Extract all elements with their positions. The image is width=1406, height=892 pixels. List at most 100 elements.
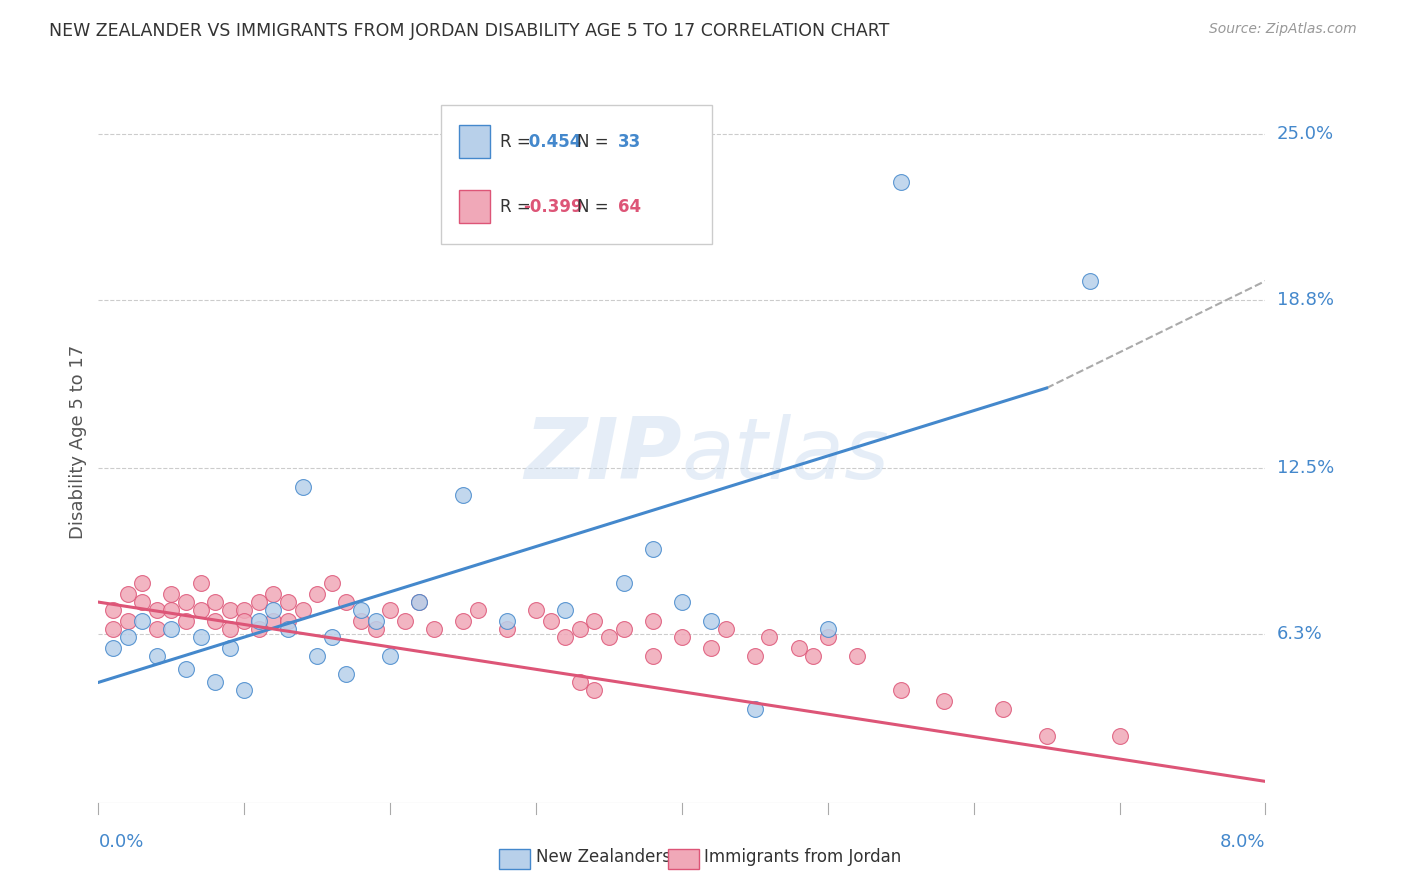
Point xyxy=(174,595,197,609)
Point xyxy=(641,541,664,556)
Point xyxy=(350,614,373,628)
Point xyxy=(291,480,314,494)
Point xyxy=(641,614,664,628)
Text: 25.0%: 25.0% xyxy=(1277,125,1334,143)
Point xyxy=(262,603,284,617)
Point xyxy=(131,595,153,609)
Point xyxy=(568,622,591,636)
Point xyxy=(350,603,373,617)
Point xyxy=(568,675,591,690)
Point xyxy=(146,622,169,636)
Point xyxy=(174,662,197,676)
Text: ZIP: ZIP xyxy=(524,415,682,498)
Point xyxy=(190,630,212,644)
Point xyxy=(934,694,956,708)
Text: 18.8%: 18.8% xyxy=(1277,291,1333,309)
Point xyxy=(583,614,606,628)
Point xyxy=(204,595,226,609)
Point xyxy=(364,622,387,636)
Text: 8.0%: 8.0% xyxy=(1220,833,1265,851)
Point xyxy=(1108,729,1130,743)
Text: New Zealanders: New Zealanders xyxy=(536,848,671,866)
Point xyxy=(817,630,839,644)
Point xyxy=(890,683,912,698)
Point xyxy=(117,614,139,628)
Point xyxy=(233,683,256,698)
Point xyxy=(218,640,240,655)
Point xyxy=(380,603,402,617)
Text: R =: R = xyxy=(501,198,536,216)
Point xyxy=(160,587,183,601)
Point xyxy=(744,648,766,663)
Point xyxy=(612,576,634,591)
Point xyxy=(247,614,270,628)
Point xyxy=(277,622,299,636)
Text: 12.5%: 12.5% xyxy=(1277,459,1334,477)
Point xyxy=(380,648,402,663)
Point xyxy=(787,640,810,655)
Point xyxy=(801,648,824,663)
Point xyxy=(744,702,766,716)
Point xyxy=(364,614,387,628)
Point xyxy=(598,630,620,644)
Point xyxy=(131,614,153,628)
Point xyxy=(218,622,240,636)
Point xyxy=(146,603,169,617)
Text: NEW ZEALANDER VS IMMIGRANTS FROM JORDAN DISABILITY AGE 5 TO 17 CORRELATION CHART: NEW ZEALANDER VS IMMIGRANTS FROM JORDAN … xyxy=(49,22,890,40)
Point xyxy=(700,614,723,628)
Point xyxy=(335,667,357,681)
Point xyxy=(291,603,314,617)
Point xyxy=(262,587,284,601)
Point xyxy=(204,675,226,690)
Point xyxy=(671,595,693,609)
Point xyxy=(408,595,430,609)
Point xyxy=(845,648,868,663)
Point xyxy=(321,630,343,644)
Point xyxy=(262,614,284,628)
Point xyxy=(524,603,547,617)
Point xyxy=(496,614,519,628)
Text: R =: R = xyxy=(501,133,536,151)
Point xyxy=(1080,274,1102,288)
Point xyxy=(671,630,693,644)
Point xyxy=(307,587,329,601)
Text: N =: N = xyxy=(576,133,614,151)
Point xyxy=(540,614,562,628)
Point xyxy=(700,640,723,655)
Point xyxy=(496,622,519,636)
Point xyxy=(991,702,1014,716)
Point xyxy=(423,622,446,636)
Text: atlas: atlas xyxy=(682,415,890,498)
Point xyxy=(612,622,634,636)
Point xyxy=(408,595,430,609)
Point xyxy=(1035,729,1057,743)
Point xyxy=(321,576,343,591)
Point xyxy=(160,603,183,617)
Point xyxy=(101,603,124,617)
Point xyxy=(714,622,737,636)
Point xyxy=(758,630,780,644)
Point xyxy=(233,614,256,628)
Text: 0.454: 0.454 xyxy=(523,133,581,151)
Point xyxy=(583,683,606,698)
Point xyxy=(190,576,212,591)
Point xyxy=(335,595,357,609)
Point xyxy=(554,603,576,617)
Point xyxy=(817,622,839,636)
Point xyxy=(307,648,329,663)
Point xyxy=(160,622,183,636)
Text: Immigrants from Jordan: Immigrants from Jordan xyxy=(704,848,901,866)
Point xyxy=(277,595,299,609)
Point xyxy=(218,603,240,617)
Point xyxy=(146,648,169,663)
Point xyxy=(131,576,153,591)
Text: 33: 33 xyxy=(619,133,641,151)
Point xyxy=(277,614,299,628)
Point xyxy=(117,630,139,644)
Text: Source: ZipAtlas.com: Source: ZipAtlas.com xyxy=(1209,22,1357,37)
Point xyxy=(451,488,474,502)
Point xyxy=(451,614,474,628)
Point xyxy=(467,603,489,617)
Point xyxy=(101,640,124,655)
Point xyxy=(233,603,256,617)
